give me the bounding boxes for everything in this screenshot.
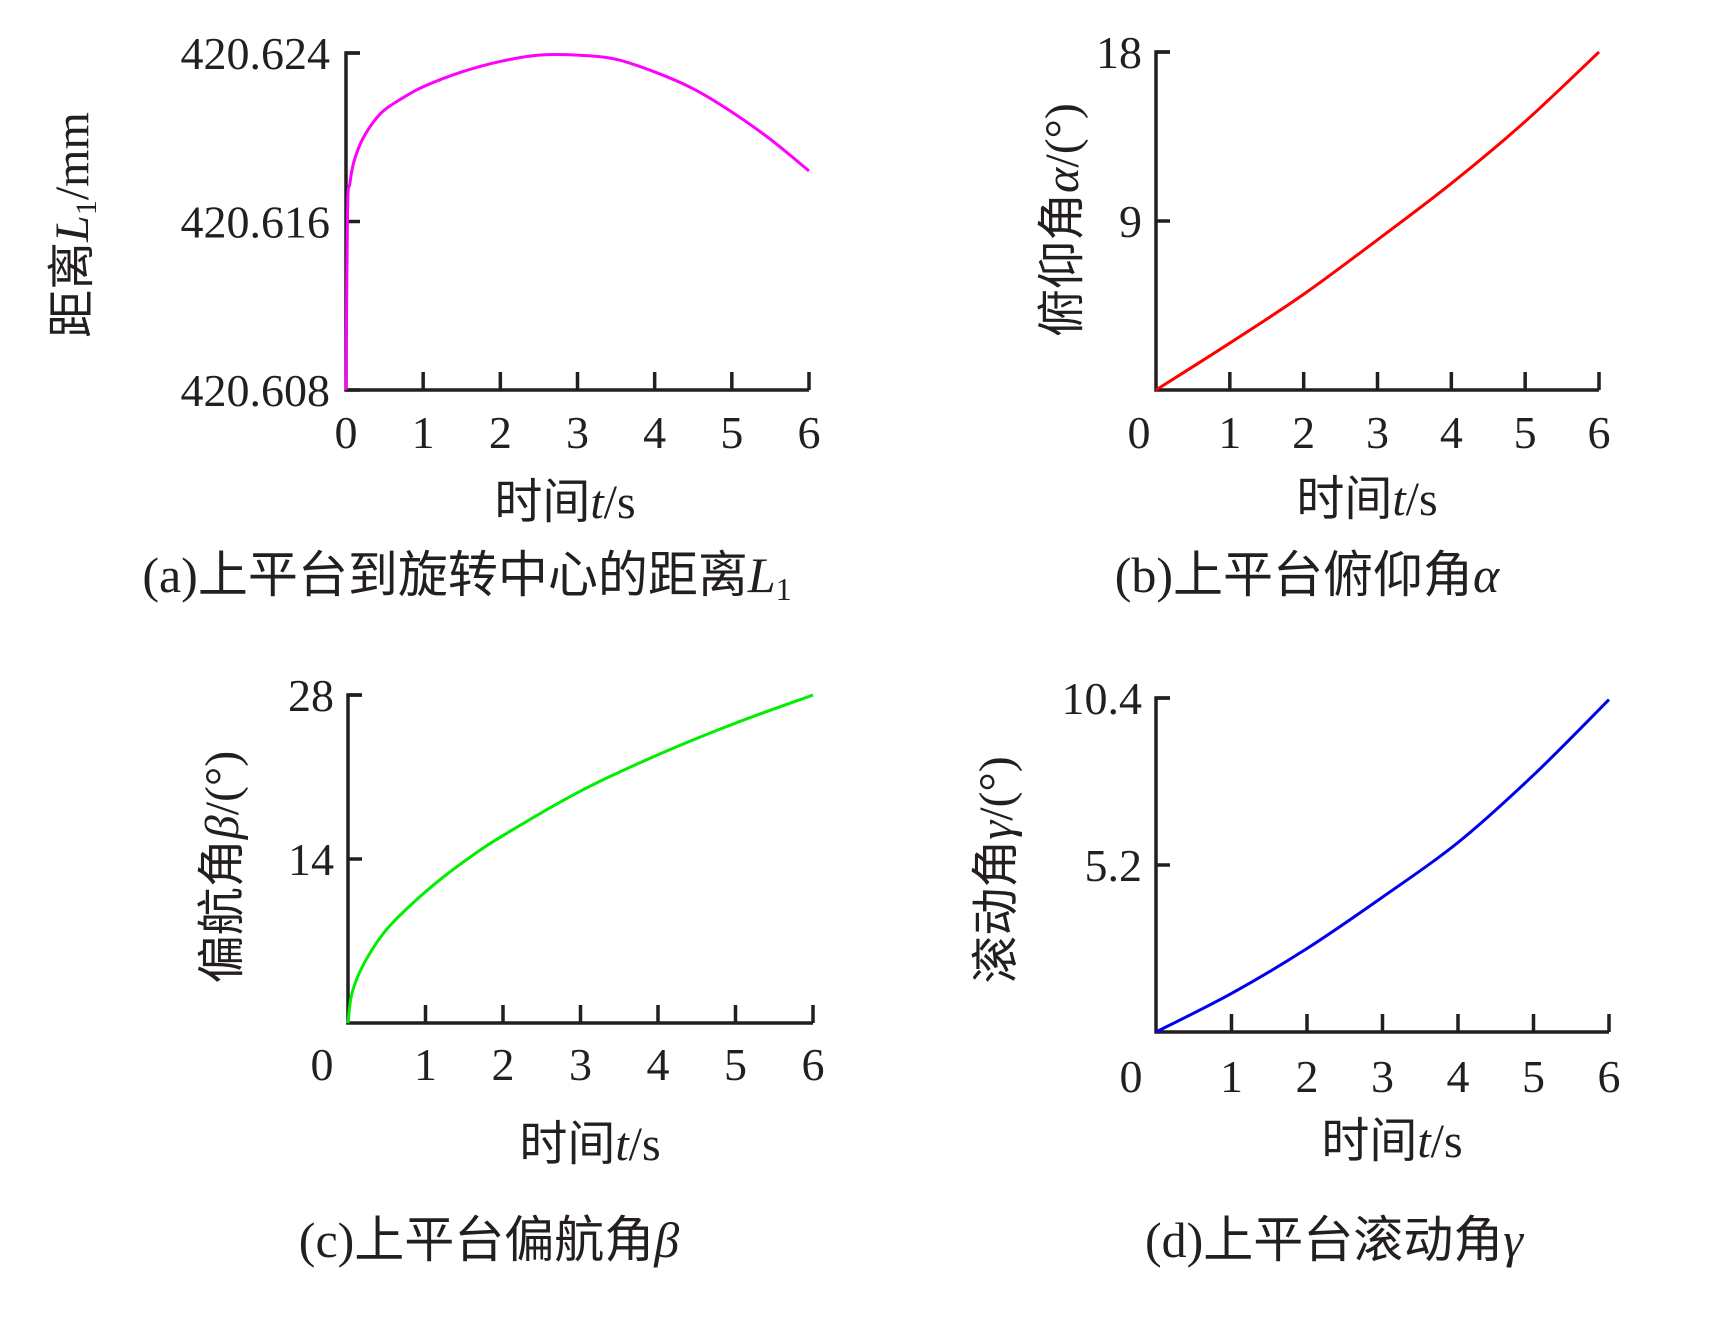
x-label-symbol: t bbox=[615, 1118, 630, 1171]
x-tick-label: 5 bbox=[1514, 407, 1537, 458]
x-tick-label: 1 bbox=[414, 1039, 437, 1090]
y-label-subscript: 1 bbox=[70, 200, 103, 215]
x-tick-label: 0 bbox=[335, 407, 358, 458]
series-line bbox=[1155, 50, 1601, 392]
x-label-unit: /s bbox=[1431, 1115, 1463, 1168]
series-line bbox=[1155, 698, 1611, 1034]
caption-symbol: α bbox=[1473, 547, 1501, 603]
x-label-text: 时间 bbox=[1321, 1115, 1417, 1168]
caption-text: (c)上平台偏航角 bbox=[299, 1212, 655, 1268]
x-axis-label: 时间t/s bbox=[1296, 473, 1437, 526]
y-axis-label: 俯仰角α/(°) bbox=[1036, 103, 1089, 337]
y-label-symbol: α bbox=[1036, 167, 1089, 193]
x-tick-label: 3 bbox=[566, 407, 589, 458]
x-tick-label: 2 bbox=[1292, 407, 1315, 458]
axes bbox=[344, 51, 809, 392]
chart-caption: (c)上平台偏航角β bbox=[299, 1212, 680, 1268]
y-tick-label: 420.624 bbox=[181, 28, 331, 79]
x-label-text: 时间 bbox=[494, 476, 590, 529]
chart-caption: (b)上平台俯仰角α bbox=[1115, 547, 1501, 603]
x-axis-label: 时间t/s bbox=[519, 1118, 660, 1171]
caption-text: (d)上平台滚动角 bbox=[1145, 1212, 1503, 1268]
y-label-text: 滚动角 bbox=[970, 840, 1023, 984]
x-tick-label: 1 bbox=[1220, 1051, 1243, 1102]
x-tick-label: 0 bbox=[311, 1039, 334, 1090]
x-tick-label: 1 bbox=[412, 407, 435, 458]
x-tick-label: 1 bbox=[1218, 407, 1241, 458]
x-label-text: 时间 bbox=[519, 1118, 615, 1171]
y-label-symbol: β bbox=[196, 815, 249, 840]
x-tick-label: 3 bbox=[1371, 1051, 1394, 1102]
caption-symbol: L bbox=[747, 547, 776, 603]
x-tick-label: 4 bbox=[1440, 407, 1463, 458]
y-label-symbol: γ bbox=[970, 820, 1023, 840]
x-label-symbol: t bbox=[590, 476, 605, 529]
x-tick-label: 4 bbox=[643, 407, 666, 458]
y-axis-label: 距离L1/mm bbox=[46, 112, 103, 338]
x-tick-label: 2 bbox=[1296, 1051, 1319, 1102]
y-label-text: 俯仰角 bbox=[1036, 193, 1089, 337]
x-tick-label: 5 bbox=[1522, 1051, 1545, 1102]
y-label-text: 距离 bbox=[46, 242, 99, 338]
x-tick-label: 6 bbox=[1598, 1051, 1621, 1102]
axes bbox=[1154, 696, 1609, 1034]
y-tick-label: 18 bbox=[1096, 27, 1142, 78]
x-tick-label: 0 bbox=[1128, 407, 1151, 458]
y-tick-label: 420.608 bbox=[181, 365, 331, 416]
x-tick-label: 4 bbox=[1447, 1051, 1470, 1102]
x-tick-label: 6 bbox=[1588, 407, 1611, 458]
caption-symbol: β bbox=[653, 1212, 679, 1268]
x-label-unit: /s bbox=[1406, 473, 1438, 526]
y-label-unit: /(°) bbox=[196, 751, 249, 816]
x-tick-label: 3 bbox=[1366, 407, 1389, 458]
y-axis-label: 偏航角β/(°) bbox=[196, 751, 249, 983]
x-tick-label: 2 bbox=[492, 1039, 515, 1090]
y-label-unit: /(°) bbox=[1036, 103, 1089, 168]
x-tick-label: 0 bbox=[1120, 1051, 1143, 1102]
y-tick-label: 9 bbox=[1119, 196, 1142, 247]
x-label-symbol: t bbox=[1417, 1115, 1432, 1168]
y-tick-label: 5.2 bbox=[1085, 840, 1143, 891]
y-label-text: 偏航角 bbox=[196, 839, 249, 983]
caption-text: (b)上平台俯仰角 bbox=[1115, 547, 1473, 603]
x-axis-label: 时间t/s bbox=[1321, 1115, 1462, 1168]
x-tick-label: 4 bbox=[647, 1039, 670, 1090]
y-tick-label: 28 bbox=[288, 670, 334, 721]
series-line bbox=[344, 52, 810, 391]
y-label-unit: /(°) bbox=[970, 756, 1023, 821]
y-tick-label: 10.4 bbox=[1062, 673, 1143, 724]
caption-symbol: γ bbox=[1503, 1212, 1524, 1268]
x-tick-label: 5 bbox=[724, 1039, 747, 1090]
x-tick-label: 6 bbox=[798, 407, 821, 458]
y-label-unit: /mm bbox=[46, 112, 99, 200]
chart-caption: (d)上平台滚动角γ bbox=[1145, 1212, 1524, 1268]
x-label-symbol: t bbox=[1392, 473, 1407, 526]
series-line bbox=[346, 693, 814, 1024]
x-axis-label: 时间t/s bbox=[494, 476, 635, 529]
x-tick-label: 6 bbox=[802, 1039, 825, 1090]
caption-text: (a)上平台到旋转中心的距离 bbox=[142, 547, 748, 603]
y-tick-label: 14 bbox=[288, 834, 334, 885]
x-label-unit: /s bbox=[629, 1118, 661, 1171]
y-axis-label: 滚动角γ/(°) bbox=[970, 756, 1023, 983]
axes bbox=[1154, 50, 1599, 392]
x-label-text: 时间 bbox=[1296, 473, 1392, 526]
axes bbox=[346, 693, 813, 1025]
x-tick-label: 3 bbox=[569, 1039, 592, 1090]
y-tick-label: 420.616 bbox=[181, 197, 331, 248]
chart-panel-a: 0 1 2 3 4 5 6420.608420.616420.624时间t/s距离L1/mm… bbox=[46, 28, 821, 607]
chart-caption: (a)上平台到旋转中心的距离L1 bbox=[142, 547, 791, 607]
x-label-unit: /s bbox=[604, 476, 636, 529]
y-label-symbol: L bbox=[46, 215, 99, 243]
x-tick-label: 2 bbox=[489, 407, 512, 458]
caption-subscript: 1 bbox=[776, 571, 792, 607]
x-tick-label: 5 bbox=[720, 407, 743, 458]
